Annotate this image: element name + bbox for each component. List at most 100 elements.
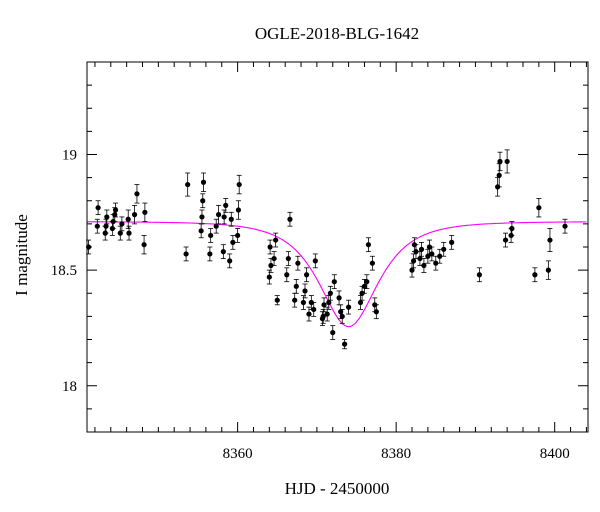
- data-point: [223, 198, 229, 213]
- point-marker: [302, 288, 308, 294]
- data-point: [200, 172, 207, 192]
- point-marker: [213, 223, 219, 229]
- data-point: [327, 285, 333, 301]
- point-marker: [418, 246, 425, 252]
- point-marker: [509, 225, 515, 232]
- point-marker: [476, 272, 482, 278]
- data-point: [134, 184, 140, 204]
- data-point: [303, 267, 310, 283]
- point-marker: [266, 274, 272, 280]
- data-point: [342, 339, 348, 350]
- point-marker: [117, 230, 123, 236]
- point-marker: [267, 244, 273, 250]
- data-point: [236, 174, 242, 195]
- point-marker: [125, 216, 131, 222]
- point-marker: [230, 239, 236, 245]
- point-marker: [365, 242, 372, 248]
- x-tick-label: 8360: [223, 446, 253, 462]
- data-point: [273, 232, 279, 248]
- data-point: [425, 248, 431, 264]
- y-tick-label: 18: [62, 379, 77, 395]
- data-point: [509, 221, 515, 236]
- point-marker: [364, 279, 370, 285]
- point-marker: [409, 267, 415, 273]
- point-marker: [320, 313, 326, 319]
- data-point: [183, 246, 189, 262]
- x-tick-label: 8380: [381, 446, 411, 462]
- data-point: [94, 218, 100, 234]
- point-marker: [95, 205, 101, 211]
- y-tick-label: 19: [62, 148, 77, 164]
- point-marker: [207, 251, 213, 257]
- point-marker: [449, 239, 455, 245]
- point-marker: [331, 279, 337, 285]
- point-marker: [321, 302, 327, 308]
- data-point: [547, 228, 553, 253]
- point-marker: [504, 158, 510, 165]
- point-marker: [228, 216, 234, 222]
- data-point: [287, 211, 293, 227]
- point-marker: [497, 158, 503, 165]
- point-marker: [357, 299, 364, 306]
- data-points: [85, 149, 568, 350]
- point-marker: [208, 232, 214, 239]
- point-marker: [200, 179, 207, 185]
- point-marker: [103, 223, 109, 229]
- point-marker: [324, 311, 330, 317]
- point-marker: [183, 251, 189, 257]
- point-marker: [131, 212, 138, 218]
- data-point: [125, 209, 131, 229]
- point-marker: [300, 299, 307, 306]
- point-marker: [345, 304, 352, 310]
- data-point: [267, 239, 273, 255]
- data-point: [421, 258, 427, 273]
- data-point: [429, 246, 435, 262]
- point-marker: [413, 249, 419, 255]
- point-marker: [421, 262, 427, 269]
- data-point: [112, 202, 119, 218]
- data-point: [200, 193, 206, 209]
- data-point: [373, 304, 379, 320]
- data-point: [131, 204, 138, 225]
- point-marker: [417, 255, 423, 262]
- point-marker: [284, 272, 290, 278]
- point-marker: [373, 309, 379, 315]
- x-axis-label: HJD - 2450000: [285, 479, 390, 498]
- data-point: [126, 225, 132, 241]
- plot-axes: [87, 61, 588, 433]
- point-marker: [369, 260, 375, 266]
- point-marker: [361, 283, 368, 289]
- data-point: [228, 211, 234, 227]
- data-point: [119, 216, 125, 232]
- point-marker: [532, 272, 538, 278]
- point-marker: [185, 181, 191, 188]
- point-marker: [545, 267, 551, 273]
- data-point: [207, 246, 213, 262]
- data-point: [199, 209, 205, 225]
- point-marker: [562, 223, 568, 229]
- data-point: [311, 302, 317, 317]
- data-point: [285, 251, 291, 266]
- data-point: [198, 223, 204, 239]
- data-point: [497, 151, 503, 172]
- point-marker: [502, 237, 509, 243]
- data-point: [502, 232, 509, 248]
- point-marker: [311, 306, 317, 313]
- data-point: [235, 228, 241, 243]
- point-marker: [295, 260, 301, 266]
- data-point: [292, 292, 298, 308]
- point-marker: [306, 311, 312, 317]
- point-marker: [342, 341, 348, 347]
- model-curve: [87, 221, 587, 328]
- data-point: [284, 267, 290, 283]
- data-point: [496, 163, 502, 188]
- data-point: [331, 274, 337, 290]
- data-point: [437, 248, 443, 264]
- point-marker: [112, 207, 119, 213]
- point-marker: [339, 313, 345, 319]
- point-marker: [547, 237, 553, 243]
- data-point: [227, 253, 233, 269]
- point-marker: [126, 230, 132, 236]
- point-marker: [223, 202, 229, 208]
- point-marker: [198, 228, 204, 234]
